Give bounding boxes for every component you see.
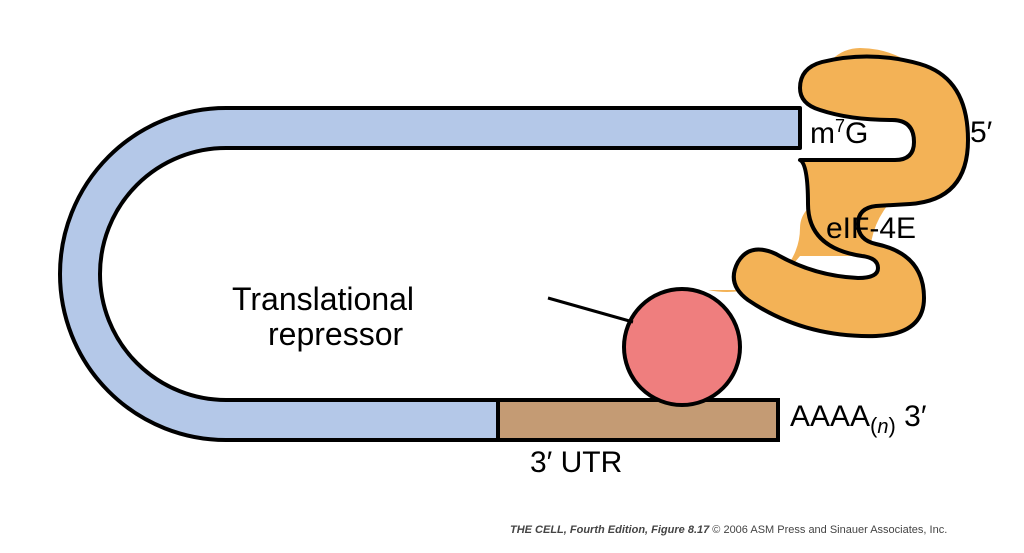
repressor-label-line2: repressor <box>232 317 414 352</box>
eif4e <box>734 56 968 336</box>
cap-m: m <box>810 117 835 150</box>
repressor-label: Translational repressor <box>232 282 414 352</box>
eif4e-label: eIF-4E <box>826 212 916 246</box>
five-prime-label: 5′ <box>970 116 992 150</box>
repressor <box>624 289 740 405</box>
footer-rest: © 2006 ASM Press and Sinauer Associates,… <box>709 524 947 536</box>
polya-post: 3′ <box>896 400 927 433</box>
footer-fig: Figure 8.17 <box>651 524 709 536</box>
repressor-leader-line <box>548 298 633 322</box>
utr-label: 3′ UTR <box>530 446 622 480</box>
diagram: m7G 5′ eIF-4E Translational repressor 3′… <box>0 0 1024 548</box>
utr-segment <box>498 400 778 440</box>
cap-g: G <box>845 117 868 150</box>
cap-label: m7G <box>810 116 868 151</box>
repressor-label-line1: Translational <box>232 282 414 317</box>
polya-close: ) <box>889 413 896 438</box>
footer-title: THE CELL, Fourth Edition, <box>510 524 651 536</box>
cap-super: 7 <box>835 116 845 136</box>
polya-label: AAAA(n) 3′ <box>790 400 926 439</box>
footer-citation: THE CELL, Fourth Edition, Figure 8.17 © … <box>510 524 947 536</box>
polya-n: n <box>877 416 888 438</box>
diagram-svg <box>0 0 1024 548</box>
polya-prefix: AAAA <box>790 400 870 433</box>
